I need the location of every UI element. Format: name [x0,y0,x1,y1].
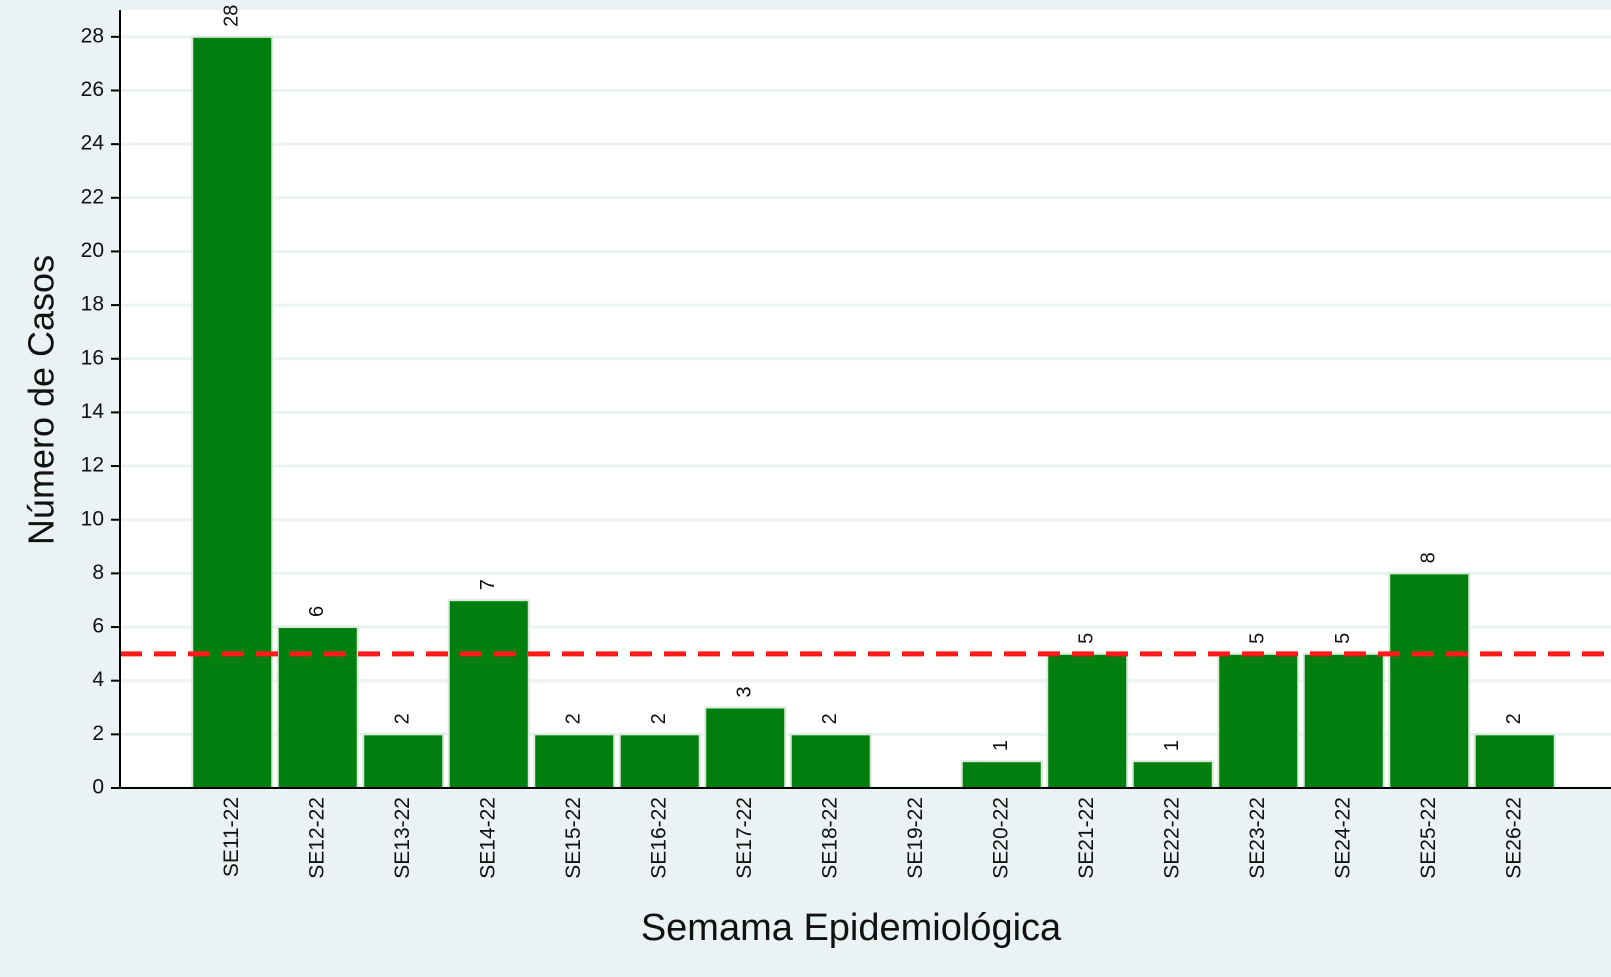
x-tick-label: SE24-22 [1331,797,1354,879]
bar [191,35,274,790]
y-tick-label: 2 [92,722,104,745]
bar [704,706,787,789]
data-label: 2 [648,713,670,724]
y-tick-label: 4 [92,668,104,691]
y-tick-label: 8 [92,561,104,584]
data-label: 1 [990,740,1012,751]
bar [1473,733,1556,790]
bar [1388,572,1471,790]
x-tick-label: SE12-22 [305,797,328,879]
bar [1217,652,1300,789]
y-tick-label: 26 [81,78,104,101]
y-tick-label: 16 [81,346,104,369]
x-tick-label: SE15-22 [562,797,585,879]
bar [1302,652,1385,789]
bar [1131,760,1214,790]
y-tick-label: 18 [81,293,104,316]
x-tick-label: SE18-22 [818,797,841,879]
bar [960,760,1043,790]
x-tick-label: SE11-22 [220,797,243,877]
x-tick-label: SE22-22 [1160,797,1183,879]
data-label: 8 [1418,552,1440,563]
y-tick-label: 24 [81,132,105,155]
y-tick-label: 20 [81,239,104,262]
bar [533,733,616,790]
y-tick-label: 22 [81,185,104,208]
y-tick-label: 6 [92,615,104,638]
y-tick-label: 14 [81,400,105,423]
data-label: 2 [819,713,841,724]
y-tick-label: 12 [81,454,104,477]
x-tick-label: SE20-22 [989,797,1012,879]
x-tick-label: SE26-22 [1502,797,1525,879]
bar [447,599,530,790]
x-tick-label: SE16-22 [647,797,670,879]
data-label: 2 [563,713,585,724]
data-label: 2 [392,713,414,724]
y-tick-label: 0 [92,776,104,799]
x-tick-label: SE13-22 [391,797,414,879]
y-tick-label: 28 [81,24,104,47]
bar [1046,652,1129,789]
x-tick-label: SE21-22 [1075,797,1098,879]
y-tick-label: 10 [81,507,104,530]
x-tick-label: SE19-22 [904,797,927,879]
x-tick-label: SE14-22 [476,797,499,879]
bar [789,733,872,790]
data-label: 6 [306,606,328,617]
bar [362,733,445,790]
x-axis-title: Semama Epidemiológica [641,907,1062,949]
x-tick-label: SE23-22 [1246,797,1269,879]
data-label: 3 [734,686,756,697]
bar [276,626,359,789]
data-label: 5 [1247,633,1269,644]
data-label: 2 [1503,713,1525,724]
bar [618,733,701,790]
data-label: 28 [221,5,243,27]
data-label: 7 [477,579,499,590]
y-axis-title: Número de Casos [21,255,62,545]
data-label: 5 [1332,633,1354,644]
x-tick-label: SE17-22 [733,797,756,879]
x-tick-label: SE25-22 [1417,797,1440,879]
data-label: 1 [1161,740,1183,751]
data-label: 5 [1076,633,1098,644]
